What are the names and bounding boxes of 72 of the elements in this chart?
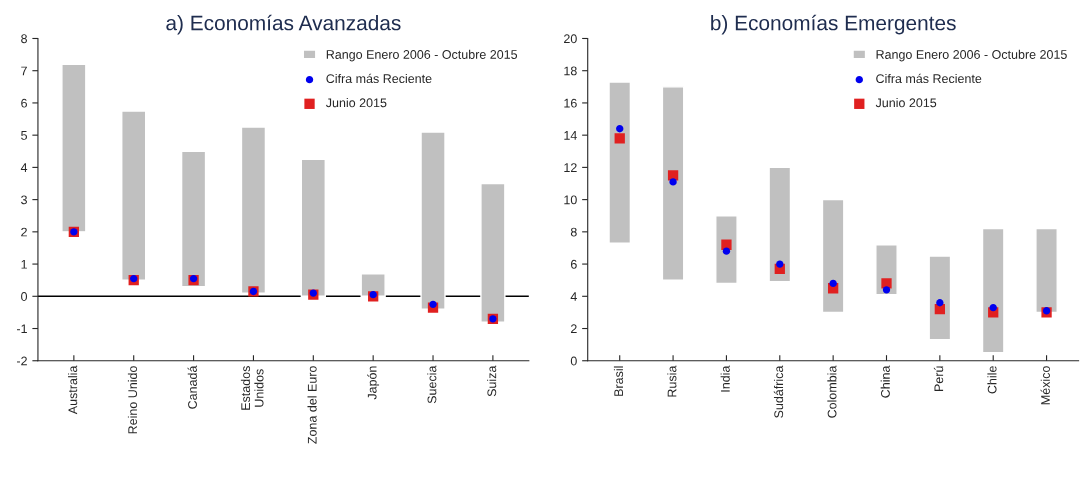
point xyxy=(429,300,437,309)
point xyxy=(936,299,944,307)
y-tick-label: 20 xyxy=(564,34,577,44)
y-tick-label: 4 xyxy=(570,292,577,301)
point xyxy=(989,303,997,312)
y-tick-label: 2 xyxy=(21,227,27,237)
x-tick-label: Canadá xyxy=(187,365,197,409)
y-tick-label: 6 xyxy=(21,98,27,108)
point xyxy=(776,260,784,268)
legend-label: Junio 2015 xyxy=(875,98,937,108)
y-tick-label: 10 xyxy=(564,195,577,205)
x-tick-label: México xyxy=(1040,366,1050,405)
x-tick-label: India xyxy=(720,365,730,392)
y-tick-label: 12 xyxy=(564,163,577,172)
x-tick-label: Zona del Euro xyxy=(307,366,317,444)
y-tick-label: 3 xyxy=(21,195,27,205)
x-tick-label: China xyxy=(880,365,890,398)
y-tick-label: 7 xyxy=(21,66,27,76)
y-tick-label: 16 xyxy=(564,98,577,108)
point xyxy=(616,125,624,133)
bar xyxy=(121,110,147,281)
x-tick-label: Suiza xyxy=(487,365,497,397)
point xyxy=(614,133,625,144)
x-tick-label: Estados Unidos xyxy=(240,366,264,410)
x-tick-label: Chile xyxy=(987,366,997,394)
x-tick-label: Colombia xyxy=(827,365,837,418)
bar xyxy=(768,166,792,283)
x-tick-label: Perú xyxy=(933,366,944,391)
x-tick-label: Suecia xyxy=(427,365,437,404)
bar xyxy=(180,150,207,288)
point xyxy=(829,279,837,288)
y-tick-label: 8 xyxy=(21,34,27,44)
point xyxy=(669,178,677,186)
bar xyxy=(240,126,267,294)
legend-label: Cifra más Reciente xyxy=(876,73,982,84)
point xyxy=(721,239,732,250)
y-tick-label: 0 xyxy=(21,292,28,301)
y-tick-label: -1 xyxy=(16,324,27,334)
y-tick-label: -2 xyxy=(16,356,27,366)
x-tick-label: Rusia xyxy=(667,365,677,397)
legend-label: Rango Enero 2006 - Octubre 2015 xyxy=(326,49,518,62)
y-tick-label: 14 xyxy=(564,131,577,140)
y-tick-label: 1 xyxy=(21,260,27,269)
x-tick-label: Japón xyxy=(367,366,380,400)
bar xyxy=(981,227,1005,354)
y-tick-label: 6 xyxy=(570,259,577,269)
bar xyxy=(928,255,952,341)
x-tick-label: Sudáfrica xyxy=(773,365,784,418)
point xyxy=(722,247,731,255)
y-tick-label: 5 xyxy=(21,131,27,140)
bar xyxy=(480,182,506,323)
bar xyxy=(300,158,326,297)
bar xyxy=(61,63,87,233)
bar xyxy=(1035,227,1058,314)
y-tick-label: 8 xyxy=(570,227,577,237)
x-tick-label: Australia xyxy=(68,365,78,415)
legend-label: Cifra más Reciente xyxy=(326,73,432,84)
chart-title: a) Economías Avanzadas xyxy=(166,14,401,35)
bar xyxy=(661,86,685,281)
bar xyxy=(821,198,845,314)
y-tick-label: 4 xyxy=(20,163,28,172)
y-tick-label: 2 xyxy=(570,324,577,334)
y-tick-label: 18 xyxy=(564,66,577,76)
point xyxy=(882,286,891,294)
y-tick-label: 0 xyxy=(570,356,577,366)
bar xyxy=(420,131,446,310)
x-tick-label: Brasil xyxy=(613,366,624,396)
chart-title: b) Economías Emergentes xyxy=(711,14,956,35)
legend-label: Rango Enero 2006 - Octubre 2015 xyxy=(876,49,1067,62)
legend-label: Junio 2015 xyxy=(325,98,387,108)
bar xyxy=(608,81,632,244)
x-tick-label: Reino Unido xyxy=(127,366,138,434)
